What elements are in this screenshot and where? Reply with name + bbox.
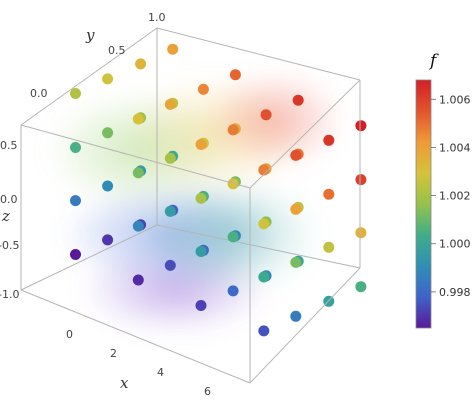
data-point bbox=[323, 241, 335, 253]
data-point bbox=[102, 180, 114, 192]
data-point bbox=[195, 300, 207, 311]
x-tick-label: 0 bbox=[66, 328, 73, 341]
data-point bbox=[132, 274, 144, 286]
data-point bbox=[167, 43, 179, 55]
data-point bbox=[229, 69, 241, 81]
z-tick-label: 0.0 bbox=[0, 193, 18, 206]
data-point bbox=[227, 231, 239, 243]
data-point bbox=[132, 220, 144, 232]
y-axis-label: y bbox=[85, 26, 95, 44]
bounding-box-front bbox=[20, 79, 361, 384]
data-point bbox=[227, 285, 239, 297]
data-point bbox=[132, 167, 144, 179]
y-tick-label: 0.0 bbox=[30, 87, 48, 100]
data-point bbox=[164, 98, 176, 110]
data-point bbox=[132, 113, 144, 125]
data-point bbox=[323, 134, 335, 146]
data-point bbox=[102, 234, 114, 246]
x-axis-label: x bbox=[120, 374, 129, 392]
z-axis: 0.5 0.0 -0.5 -1.0 z bbox=[0, 139, 19, 301]
data-point bbox=[227, 124, 239, 136]
colorbar-tick-label: 1.000 bbox=[439, 238, 471, 251]
x-tick-label: 6 bbox=[204, 385, 211, 398]
colorbar-title: f bbox=[428, 51, 439, 71]
x-tick-label: 2 bbox=[110, 347, 117, 360]
data-point bbox=[355, 120, 367, 132]
colorbar-tick-label: 0.998 bbox=[439, 286, 471, 299]
data-point bbox=[102, 73, 114, 85]
data-point bbox=[135, 58, 147, 70]
data-point bbox=[290, 149, 302, 161]
data-point bbox=[290, 203, 302, 215]
data-point bbox=[70, 195, 81, 207]
data-point bbox=[70, 142, 81, 153]
z-tick-label: 0.5 bbox=[0, 139, 18, 152]
data-point bbox=[323, 188, 335, 200]
colorbar-legend: f 1.006 1.004 1.002 1.000 0.998 bbox=[415, 51, 471, 329]
y-tick-label: 1.0 bbox=[148, 11, 166, 24]
data-point bbox=[355, 227, 367, 239]
data-point bbox=[195, 139, 207, 150]
data-point bbox=[164, 205, 176, 217]
colorbar-rect bbox=[415, 79, 432, 329]
y-axis: 0.0 0.5 1.0 y bbox=[30, 11, 166, 100]
data-point bbox=[258, 271, 270, 283]
data-point bbox=[290, 256, 302, 268]
data-point bbox=[355, 174, 367, 186]
data-point bbox=[258, 325, 270, 337]
y-tick-label: 0.5 bbox=[108, 44, 126, 57]
z-tick-label: -1.0 bbox=[0, 288, 19, 301]
density-glow bbox=[45, 70, 345, 335]
bounding-box-back bbox=[20, 27, 361, 291]
data-point bbox=[70, 88, 81, 99]
data-point bbox=[258, 164, 270, 176]
data-point bbox=[164, 152, 176, 164]
colorbar-tick-label: 1.004 bbox=[439, 141, 471, 154]
data-point bbox=[102, 127, 114, 139]
data-point bbox=[197, 83, 209, 95]
colorbar-tick-label: 1.002 bbox=[439, 190, 471, 203]
x-axis: 0 2 4 6 x bbox=[66, 328, 211, 398]
data-point bbox=[195, 246, 207, 257]
data-point bbox=[258, 218, 270, 230]
data-point bbox=[260, 109, 272, 121]
data-points bbox=[70, 43, 367, 337]
data-point bbox=[355, 281, 367, 293]
colorbar-tick-label: 1.006 bbox=[439, 93, 471, 106]
z-axis-label: z bbox=[1, 207, 10, 225]
data-point bbox=[290, 310, 302, 322]
data-point bbox=[70, 249, 81, 260]
x-tick-label: 4 bbox=[157, 366, 164, 379]
data-point bbox=[292, 94, 304, 106]
data-point bbox=[164, 259, 176, 271]
data-point bbox=[195, 192, 207, 204]
z-tick-label: -0.5 bbox=[0, 239, 19, 252]
